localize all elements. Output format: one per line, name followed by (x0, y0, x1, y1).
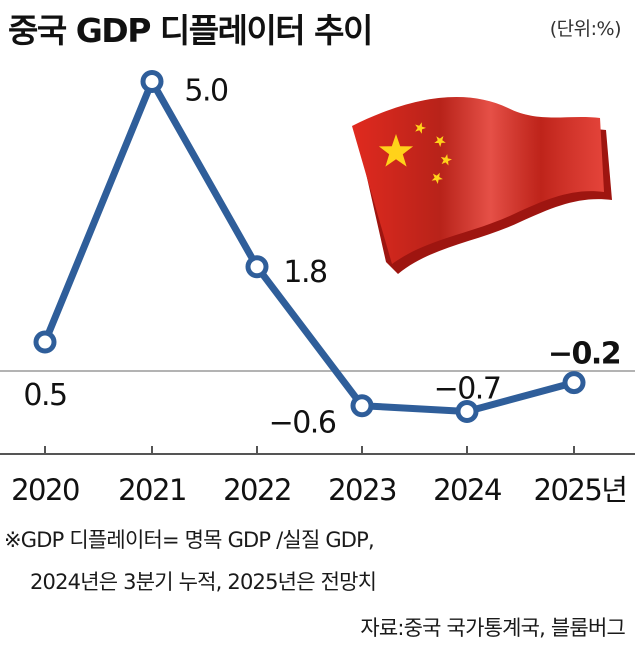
data-point-2020 (33, 330, 57, 354)
footnote-line-2: 2024년은 3분기 누적, 2025년은 전망치 (30, 570, 377, 594)
x-tick-label-3: 2023 (328, 473, 396, 507)
flag-small-star (415, 122, 426, 134)
data-point-2022 (245, 255, 269, 279)
x-tick-label-2: 2022 (223, 473, 291, 507)
footnote-line-1: ※GDP 디플레이터= 명목 GDP /실질 GDP, (4, 528, 375, 552)
flag-large-star (378, 134, 414, 167)
unit-label: (단위:%) (549, 18, 622, 40)
series-line (41, 78, 578, 415)
value-label-2023: −0.6 (269, 406, 336, 441)
value-label-2024: −0.7 (434, 372, 501, 407)
chart-title: 중국 GDP 디플레이터 추이 (8, 11, 373, 50)
value-label-2020: 0.5 (23, 378, 66, 413)
x-tick-label-5: 2025년 (534, 473, 627, 507)
x-tick-label-0: 2020 (11, 473, 79, 507)
flag-small-star (431, 172, 443, 184)
flag-small-star (440, 154, 452, 166)
x-tick-label-4: 2024 (433, 473, 501, 507)
data-point-2021 (140, 70, 164, 93)
value-label-2025년: −0.2 (548, 337, 620, 372)
x-tick-label-1: 2021 (118, 473, 186, 507)
china-flag-icon (352, 96, 612, 275)
value-label-2022: 1.8 (283, 255, 327, 290)
data-point-2024 (455, 400, 479, 424)
flag-small-star (434, 136, 446, 147)
source-label: 자료:중국 국가통계국, 블룸버그 (360, 616, 625, 640)
data-point-2025년 (562, 371, 586, 395)
data-point-2023 (350, 394, 374, 418)
line-chart: 0.5 5.0 1.8 −0.6 −0.7 −0.2 2020 2021 2022 2023 20… (0, 70, 635, 507)
value-label-2021: 5.0 (184, 74, 228, 109)
